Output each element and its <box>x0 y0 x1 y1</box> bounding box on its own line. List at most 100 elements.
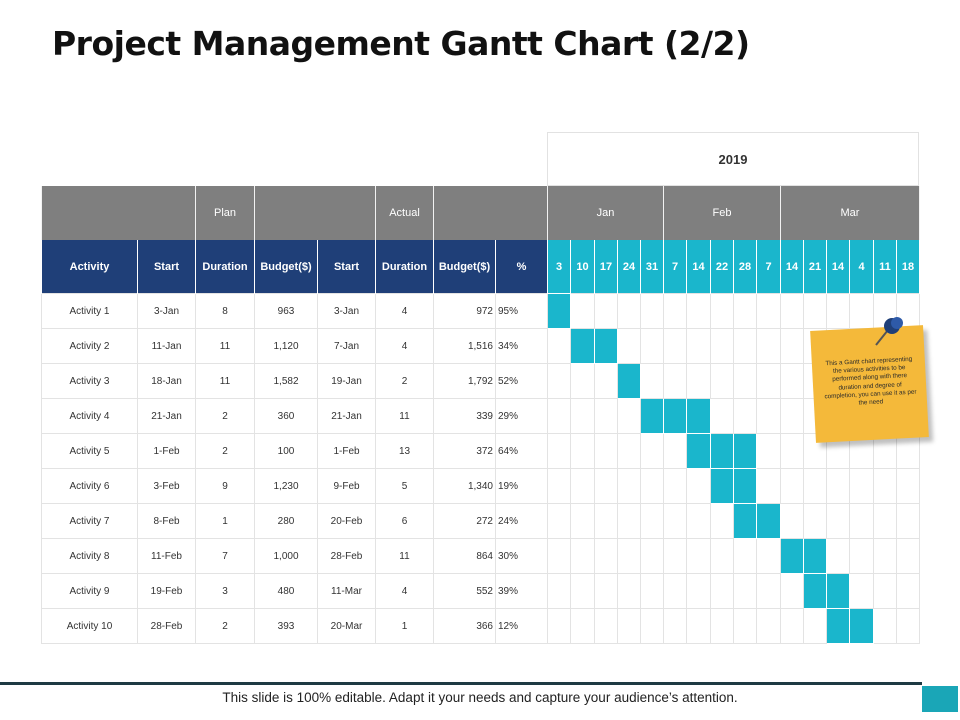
gantt-bar-cell <box>733 468 757 504</box>
gantt-empty-cell <box>873 538 897 574</box>
gantt-bar-cell <box>686 433 711 469</box>
plan-duration-cell: 11 <box>195 328 255 364</box>
gantt-empty-cell <box>780 293 804 329</box>
gantt-empty-cell <box>733 328 757 364</box>
actual-duration-cell: 6 <box>375 503 434 539</box>
gantt-empty-cell <box>849 468 874 504</box>
gantt-empty-cell <box>780 608 804 644</box>
gantt-empty-cell <box>756 433 781 469</box>
table-row: Activity 9 19-Feb 3 480 11-Mar 4 552 39% <box>41 573 920 609</box>
gantt-bar-cell <box>617 363 641 399</box>
gantt-empty-cell <box>780 363 804 399</box>
week-header-cell: 14 <box>826 240 850 294</box>
gantt-empty-cell <box>896 608 920 644</box>
percent-cell: 34% <box>495 328 548 364</box>
table-row: Activity 6 3-Feb 9 1,230 9-Feb 5 1,340 19% <box>41 468 920 504</box>
activity-cell: Activity 3 <box>41 363 138 399</box>
gantt-empty-cell <box>617 538 641 574</box>
plan-start-cell: 11-Jan <box>137 328 196 364</box>
week-header-cell: 14 <box>780 240 804 294</box>
gantt-empty-cell <box>640 468 664 504</box>
gantt-empty-cell <box>849 503 874 539</box>
gantt-bar-cell <box>803 573 827 609</box>
actual-duration-cell: 4 <box>375 293 434 329</box>
gantt-bar-cell <box>640 398 664 434</box>
gantt-empty-cell <box>594 573 618 609</box>
month-header-mar: Mar <box>780 186 920 240</box>
gantt-bar-cell <box>803 538 827 574</box>
week-header-cell: 31 <box>640 240 664 294</box>
gantt-empty-cell <box>617 468 641 504</box>
gantt-empty-cell <box>594 433 618 469</box>
gantt-bar-cell <box>710 433 734 469</box>
week-header-cell: 18 <box>896 240 920 294</box>
gantt-bar-cell <box>733 503 757 539</box>
group-header-plan: Plan <box>195 186 255 240</box>
week-header-cell: 17 <box>594 240 618 294</box>
gantt-empty-cell <box>756 468 781 504</box>
gantt-empty-cell <box>570 363 595 399</box>
activity-cell: Activity 5 <box>41 433 138 469</box>
activity-cell: Activity 6 <box>41 468 138 504</box>
plan-start-cell: 3-Jan <box>137 293 196 329</box>
gantt-empty-cell <box>733 608 757 644</box>
gantt-empty-cell <box>570 433 595 469</box>
gantt-empty-cell <box>826 503 850 539</box>
plan-duration-cell: 2 <box>195 433 255 469</box>
actual-start-cell: 20-Feb <box>317 503 376 539</box>
plan-budget-cell: 480 <box>254 573 318 609</box>
gantt-empty-cell <box>640 433 664 469</box>
gantt-empty-cell <box>617 503 641 539</box>
week-header-cell: 7 <box>663 240 687 294</box>
column-header-plan-start: Start <box>137 240 196 294</box>
week-header-cell: 10 <box>570 240 595 294</box>
plan-budget-cell: 1,230 <box>254 468 318 504</box>
gantt-empty-cell <box>733 293 757 329</box>
plan-start-cell: 19-Feb <box>137 573 196 609</box>
gantt-empty-cell <box>896 573 920 609</box>
gantt-empty-cell <box>780 503 804 539</box>
gantt-empty-cell <box>617 328 641 364</box>
gantt-empty-cell <box>594 503 618 539</box>
gantt-empty-cell <box>849 573 874 609</box>
gantt-empty-cell <box>663 363 687 399</box>
plan-budget-cell: 1,000 <box>254 538 318 574</box>
pushpin-icon <box>875 317 903 346</box>
gantt-empty-cell <box>570 573 595 609</box>
gantt-empty-cell <box>756 363 781 399</box>
actual-duration-cell: 4 <box>375 573 434 609</box>
gantt-bar-cell <box>686 398 711 434</box>
gantt-empty-cell <box>733 573 757 609</box>
gantt-empty-cell <box>756 293 781 329</box>
gantt-empty-cell <box>570 608 595 644</box>
plan-budget-cell: 393 <box>254 608 318 644</box>
actual-budget-cell: 1,792 <box>433 363 496 399</box>
table-row: Activity 4 21-Jan 2 360 21-Jan 11 339 29% <box>41 398 920 434</box>
gantt-empty-cell <box>594 608 618 644</box>
gantt-empty-cell <box>896 468 920 504</box>
gantt-empty-cell <box>663 468 687 504</box>
gantt-empty-cell <box>640 538 664 574</box>
plan-budget-cell: 1,120 <box>254 328 318 364</box>
table-row: Activity 1 3-Jan 8 963 3-Jan 4 972 95% <box>41 293 920 329</box>
actual-start-cell: 28-Feb <box>317 538 376 574</box>
plan-duration-cell: 2 <box>195 398 255 434</box>
group-header-row: Plan Actual Jan Feb Mar <box>41 186 920 240</box>
actual-budget-cell: 366 <box>433 608 496 644</box>
column-header-actual-start: Start <box>317 240 376 294</box>
gantt-empty-cell <box>594 468 618 504</box>
gantt-empty-cell <box>617 293 641 329</box>
actual-start-cell: 7-Jan <box>317 328 376 364</box>
week-header-cell: 7 <box>756 240 781 294</box>
column-header-percent: % <box>495 240 548 294</box>
actual-start-cell: 21-Jan <box>317 398 376 434</box>
gantt-empty-cell <box>686 293 711 329</box>
gantt-empty-cell <box>617 433 641 469</box>
gantt-empty-cell <box>663 503 687 539</box>
gantt-empty-cell <box>826 293 850 329</box>
gantt-empty-cell <box>873 608 897 644</box>
plan-start-cell: 3-Feb <box>137 468 196 504</box>
gantt-empty-cell <box>686 573 711 609</box>
footer-divider <box>0 682 922 685</box>
activity-cell: Activity 4 <box>41 398 138 434</box>
